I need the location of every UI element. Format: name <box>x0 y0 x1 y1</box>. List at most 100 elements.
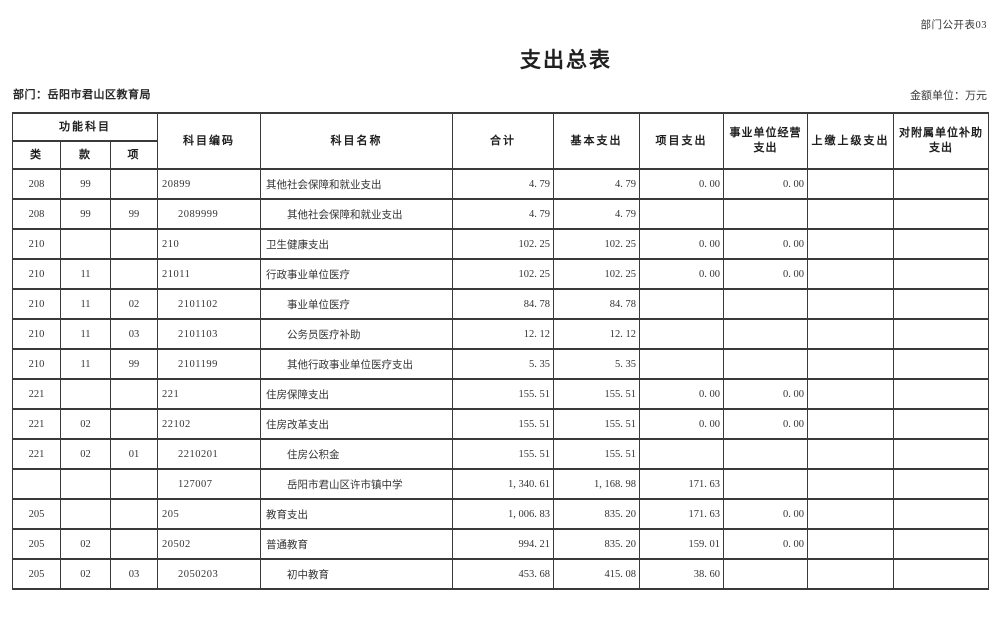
cell-upper <box>807 318 894 350</box>
cell-xiang <box>110 378 158 410</box>
cell-code: 20899 <box>157 168 261 200</box>
cell-total: 4. 79 <box>452 168 554 200</box>
cell-total: 5. 35 <box>452 348 554 380</box>
cell-xiang <box>110 468 158 500</box>
cell-total: 453. 68 <box>452 558 554 590</box>
cell-lei: 221 <box>12 438 61 470</box>
cell-project: 171. 63 <box>639 498 724 530</box>
table-row: 210 210 卫生健康支出 102. 25 102. 25 0. 00 0. 00 <box>12 228 989 260</box>
cell-code: 2210201 <box>157 438 261 470</box>
cell-operating <box>723 468 808 500</box>
cell-operating: 0. 00 <box>723 528 808 560</box>
cell-lei: 210 <box>12 318 61 350</box>
cell-lei: 221 <box>12 378 61 410</box>
cell-total: 155. 51 <box>452 378 554 410</box>
expenditure-table: 功能科目 科目编码 科目名称 合计 基本支出 项目支出 事业单位经营支出 上缴上… <box>12 112 989 590</box>
cell-project: 171. 63 <box>639 468 724 500</box>
cell-kuan: 99 <box>60 168 111 200</box>
cell-code: 2089999 <box>157 198 261 230</box>
col-header-subject-name: 科目名称 <box>260 112 453 170</box>
col-header-subject-code: 科目编码 <box>157 112 261 170</box>
cell-upper <box>807 438 894 470</box>
cell-total: 102. 25 <box>452 228 554 260</box>
cell-basic: 155. 51 <box>553 438 640 470</box>
cell-basic: 102. 25 <box>553 258 640 290</box>
cell-lei: 205 <box>12 558 61 590</box>
cell-xiang <box>110 408 158 440</box>
cell-lei: 208 <box>12 198 61 230</box>
cell-name: 卫生健康支出 <box>260 228 453 260</box>
cell-basic: 155. 51 <box>553 378 640 410</box>
cell-basic: 12. 12 <box>553 318 640 350</box>
cell-code: 2050203 <box>157 558 261 590</box>
cell-xiang <box>110 168 158 200</box>
cell-kuan: 02 <box>60 408 111 440</box>
cell-operating: 0. 00 <box>723 168 808 200</box>
table-body: 208 99 20899 其他社会保障和就业支出 4. 79 4. 79 0. 00 0. 0… <box>12 168 989 590</box>
cell-code: 221 <box>157 378 261 410</box>
cell-project: 0. 00 <box>639 378 724 410</box>
cell-lei: 205 <box>12 498 61 530</box>
cell-subsidy <box>893 468 989 500</box>
cell-basic: 102. 25 <box>553 228 640 260</box>
cell-lei: 205 <box>12 528 61 560</box>
cell-subsidy <box>893 528 989 560</box>
cell-code: 2101102 <box>157 288 261 320</box>
cell-upper <box>807 168 894 200</box>
cell-upper <box>807 558 894 590</box>
cell-xiang: 03 <box>110 558 158 590</box>
cell-operating <box>723 438 808 470</box>
header-row-2: 类 款 项 <box>12 140 989 170</box>
corner-label: 部门公开表03 <box>920 20 987 31</box>
cell-upper <box>807 228 894 260</box>
cell-kuan: 11 <box>60 288 111 320</box>
cell-subsidy <box>893 498 989 530</box>
cell-project: 38. 60 <box>639 558 724 590</box>
cell-operating <box>723 318 808 350</box>
cell-xiang <box>110 528 158 560</box>
cell-operating <box>723 288 808 320</box>
cell-xiang: 99 <box>110 348 158 380</box>
cell-lei: 210 <box>12 258 61 290</box>
cell-upper <box>807 348 894 380</box>
table-row: 205 205 教育支出 1, 006. 83 835. 20 171. 63 0. 00 <box>12 498 989 530</box>
cell-xiang <box>110 228 158 260</box>
table-row: 210 11 02 2101102 事业单位医疗 84. 78 84. 78 <box>12 288 989 320</box>
cell-total: 155. 51 <box>452 438 554 470</box>
col-header-operating-label: 事业单位经营支出 <box>729 127 802 154</box>
col-header-subsidy-label: 对附属单位补助支出 <box>899 127 983 154</box>
col-header-class: 类 <box>12 140 61 170</box>
cell-lei: 210 <box>12 228 61 260</box>
cell-name: 岳阳市君山区许市镇中学 <box>260 468 453 500</box>
table-row: 221 221 住房保障支出 155. 51 155. 51 0. 00 0. 00 <box>12 378 989 410</box>
cell-lei: 221 <box>12 408 61 440</box>
cell-kuan: 11 <box>60 258 111 290</box>
cell-subsidy <box>893 318 989 350</box>
cell-code: 205 <box>157 498 261 530</box>
cell-name: 公务员医疗补助 <box>260 318 453 350</box>
cell-subsidy <box>893 378 989 410</box>
header-row-1: 功能科目 科目编码 科目名称 合计 基本支出 项目支出 事业单位经营支出 上缴上… <box>12 112 989 170</box>
cell-name: 普通教育 <box>260 528 453 560</box>
cell-subsidy <box>893 558 989 590</box>
cell-lei: 210 <box>12 288 61 320</box>
table-row: 205 02 03 2050203 初中教育 453. 68 415. 08 38. 60 <box>12 558 989 590</box>
cell-total: 84. 78 <box>452 288 554 320</box>
cell-upper <box>807 468 894 500</box>
cell-total: 12. 12 <box>452 318 554 350</box>
col-header-subsidy: 对附属单位补助支出 <box>893 112 989 170</box>
cell-project: 0. 00 <box>639 228 724 260</box>
cell-operating: 0. 00 <box>723 498 808 530</box>
cell-name: 其他社会保障和就业支出 <box>260 168 453 200</box>
cell-upper <box>807 408 894 440</box>
cell-code: 2101103 <box>157 318 261 350</box>
cell-total: 4. 79 <box>452 198 554 230</box>
cell-upper <box>807 498 894 530</box>
cell-xiang: 03 <box>110 318 158 350</box>
cell-name: 初中教育 <box>260 558 453 590</box>
cell-subsidy <box>893 168 989 200</box>
cell-kuan <box>60 228 111 260</box>
cell-basic: 835. 20 <box>553 498 640 530</box>
cell-project <box>639 288 724 320</box>
cell-total: 155. 51 <box>452 408 554 440</box>
